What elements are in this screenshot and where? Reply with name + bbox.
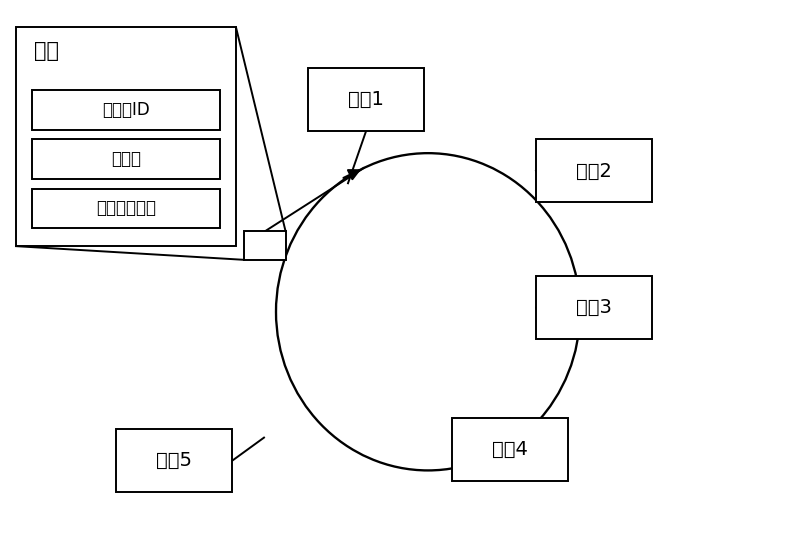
Bar (32, 90, 220, 130)
Bar (116, 429, 232, 492)
Text: 节点5: 节点5 (156, 451, 192, 470)
Text: 节点2: 节点2 (576, 161, 612, 181)
Bar (452, 418, 568, 481)
Bar (536, 276, 652, 339)
Text: 节点4: 节点4 (492, 440, 528, 459)
Text: 令牌: 令牌 (34, 41, 58, 61)
Bar (536, 139, 652, 202)
Bar (32, 139, 220, 179)
Bar (244, 231, 286, 260)
Bar (32, 189, 220, 228)
Text: 节点3: 节点3 (576, 298, 612, 317)
Text: 时间戳: 时间戳 (111, 150, 141, 168)
Bar (16, 27, 236, 246)
Text: 消息最大编号: 消息最大编号 (96, 200, 156, 217)
Text: 令牌环ID: 令牌环ID (102, 101, 150, 119)
Bar (308, 68, 424, 131)
Text: 节点1: 节点1 (348, 90, 384, 109)
